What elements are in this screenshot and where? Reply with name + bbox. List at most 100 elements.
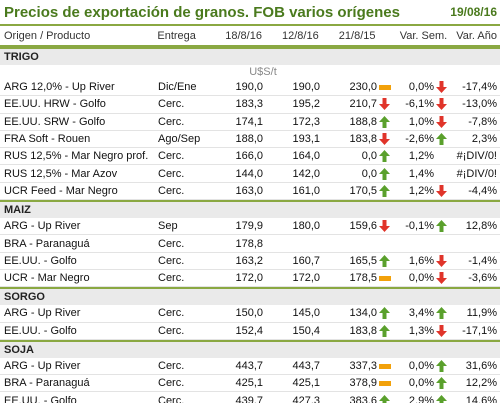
cell-var-anio: #¡DIV/0!: [456, 167, 497, 180]
cell-entrega: Cerc.: [158, 324, 185, 337]
arrow-down-icon: [436, 115, 447, 128]
cell-entrega: Dic/Ene: [158, 81, 197, 94]
arrow-up-icon: [436, 360, 447, 372]
cell-var-anio: #¡DIV/0!: [456, 150, 497, 163]
cell-price-current: 190,0: [235, 81, 263, 94]
header-date-1: 18/8/16: [225, 29, 262, 42]
cell-entrega: Cerc.: [158, 98, 185, 111]
table-body: TRIGO U$S/t ARG 12,0% - Up River Dic/Ene 190…: [0, 47, 500, 403]
cell-price-current: 163,0: [235, 184, 263, 197]
cell-var-sem: 0,0%: [408, 360, 434, 372]
unit-label: U$S/t: [249, 66, 277, 78]
table-row: ARG - Up River Sep 179,9 180,0 159,6 -0,1% 12,…: [0, 218, 500, 236]
table-row: EE.UU. - Golfo Cerc. 163,2 160,7 165,5 1,6% -1…: [0, 253, 500, 270]
cell-price-current: 443,7: [235, 360, 263, 372]
table-row: EE.UU. - Golfo Cerc. 152,4 150,4 183,8 1,3% -1…: [0, 323, 500, 340]
cell-price-current: 425,1: [235, 377, 263, 390]
cell-price-current: 439,7: [235, 394, 263, 403]
arrow-up-icon: [379, 324, 390, 337]
table-row: ARG 12,0% - Up River Dic/Ene 190,0 190,0 230…: [0, 79, 500, 97]
cell-price-current: 172,0: [235, 272, 263, 285]
cell-price-prev-week: 180,0: [292, 220, 320, 233]
cell-price-prev-year: 188,8: [349, 115, 377, 128]
cell-price-prev-year: 183,8: [349, 133, 377, 146]
cell-product: UCR Feed - Mar Negro: [4, 184, 118, 197]
cell-price-current: 163,2: [235, 254, 263, 267]
header-date-2: 12/8/16: [282, 29, 319, 42]
flat-dash-icon: [378, 363, 391, 369]
table-row: BRA - Paranaguá Cerc. 425,1 425,1 378,9 0,0% 1…: [0, 375, 500, 393]
unit-row: U$S/t: [0, 65, 500, 79]
table-row: EE.UU. - Golfo Cerc. 439,7 427,3 383,6 2,9% 14…: [0, 392, 500, 403]
cell-var-sem: 3,4%: [408, 307, 434, 320]
arrow-up-icon: [436, 394, 447, 403]
cell-var-sem: 0,0%: [408, 81, 434, 94]
page-title: Precios de exportación de granos. FOB va…: [4, 3, 400, 21]
cell-price-prev-year: 383,6: [349, 394, 377, 403]
table-row: UCR Feed - Mar Negro Cerc. 163,0 161,0 170,5…: [0, 183, 500, 201]
cell-var-anio: -17,4%: [462, 81, 497, 94]
arrow-up-icon: [379, 150, 390, 163]
cell-var-sem: -6,1%: [405, 98, 434, 111]
cell-entrega: Ago/Sep: [158, 133, 201, 146]
arrow-up-icon: [379, 184, 390, 197]
cell-product: EE.UU. - Golfo: [4, 254, 77, 267]
cell-var-sem: 1,4%: [408, 167, 434, 180]
arrow-down-icon: [436, 324, 447, 337]
cell-entrega: Sep: [158, 220, 178, 233]
cell-entrega: Cerc.: [158, 254, 185, 267]
cell-var-sem: 0,0%: [408, 377, 434, 390]
cell-product: ARG - Up River: [4, 307, 81, 320]
cell-var-anio: 14,6%: [465, 394, 497, 403]
cell-product: RUS 12,5% - Mar Azov: [4, 167, 118, 180]
arrow-up-icon: [379, 394, 390, 403]
cell-price-prev-year: 178,5: [349, 272, 377, 285]
cell-var-anio: -1,4%: [468, 254, 497, 267]
cell-product: EE.UU. HRW - Golfo: [4, 98, 106, 111]
arrow-up-icon: [379, 115, 390, 128]
cell-product: EE.UU. SRW - Golfo: [4, 115, 106, 128]
arrow-up-icon: [436, 377, 447, 390]
cell-entrega: Cerc.: [158, 377, 185, 390]
cell-price-prev-week: 195,2: [292, 98, 320, 111]
arrow-down-icon: [436, 81, 447, 94]
section-header-soja: SOJA: [0, 339, 500, 358]
arrow-up-icon: [436, 307, 447, 320]
table-row: EE.UU. SRW - Golfo Cerc. 174,1 172,3 188,8 1,…: [0, 114, 500, 131]
arrow-up-icon: [436, 133, 447, 146]
cell-price-current: 183,3: [235, 98, 263, 111]
cell-price-current: 166,0: [235, 150, 263, 163]
cell-product: BRA - Paranaguá: [4, 237, 90, 250]
cell-price-prev-week: 145,0: [292, 307, 320, 320]
cell-entrega: Cerc.: [158, 237, 185, 250]
table-row: ARG - Up River Cerc. 150,0 145,0 134,0 3,4% 11…: [0, 305, 500, 323]
cell-price-prev-week: 161,0: [292, 184, 320, 197]
cell-entrega: Cerc.: [158, 115, 185, 128]
cell-product: ARG 12,0% - Up River: [4, 81, 115, 94]
cell-price-prev-year: 159,6: [349, 220, 377, 233]
cell-price-prev-year: 0,0: [361, 167, 377, 180]
cell-var-sem: 0,0%: [408, 272, 434, 285]
cell-entrega: Cerc.: [158, 307, 185, 320]
cell-var-anio: 2,3%: [471, 133, 497, 146]
arrow-up-icon: [379, 167, 390, 180]
cell-price-prev-year: 378,9: [349, 377, 377, 390]
cell-var-anio: 11,9%: [466, 307, 497, 320]
arrow-down-icon: [436, 184, 447, 197]
cell-price-prev-year: 183,8: [349, 324, 377, 337]
cell-entrega: Cerc.: [158, 184, 185, 197]
cell-price-prev-year: 134,0: [349, 307, 377, 320]
arrow-down-icon: [436, 272, 447, 285]
cell-var-anio: 12,2%: [465, 377, 497, 390]
header-var-sem: Var. Sem.: [399, 29, 448, 42]
table-row: ARG - Up River Cerc. 443,7 443,7 337,3 0,0% 31…: [0, 358, 500, 376]
flat-dash-icon: [378, 275, 391, 281]
cell-price-prev-week: 425,1: [292, 377, 320, 390]
section-header-trigo: TRIGO: [0, 47, 500, 65]
cell-price-prev-week: 164,0: [292, 150, 320, 163]
cell-var-sem: 1,0%: [408, 115, 434, 128]
arrow-down-icon: [379, 220, 390, 233]
section-header-sorgo: SORGO: [0, 287, 500, 306]
cell-price-prev-year: 170,5: [349, 184, 377, 197]
